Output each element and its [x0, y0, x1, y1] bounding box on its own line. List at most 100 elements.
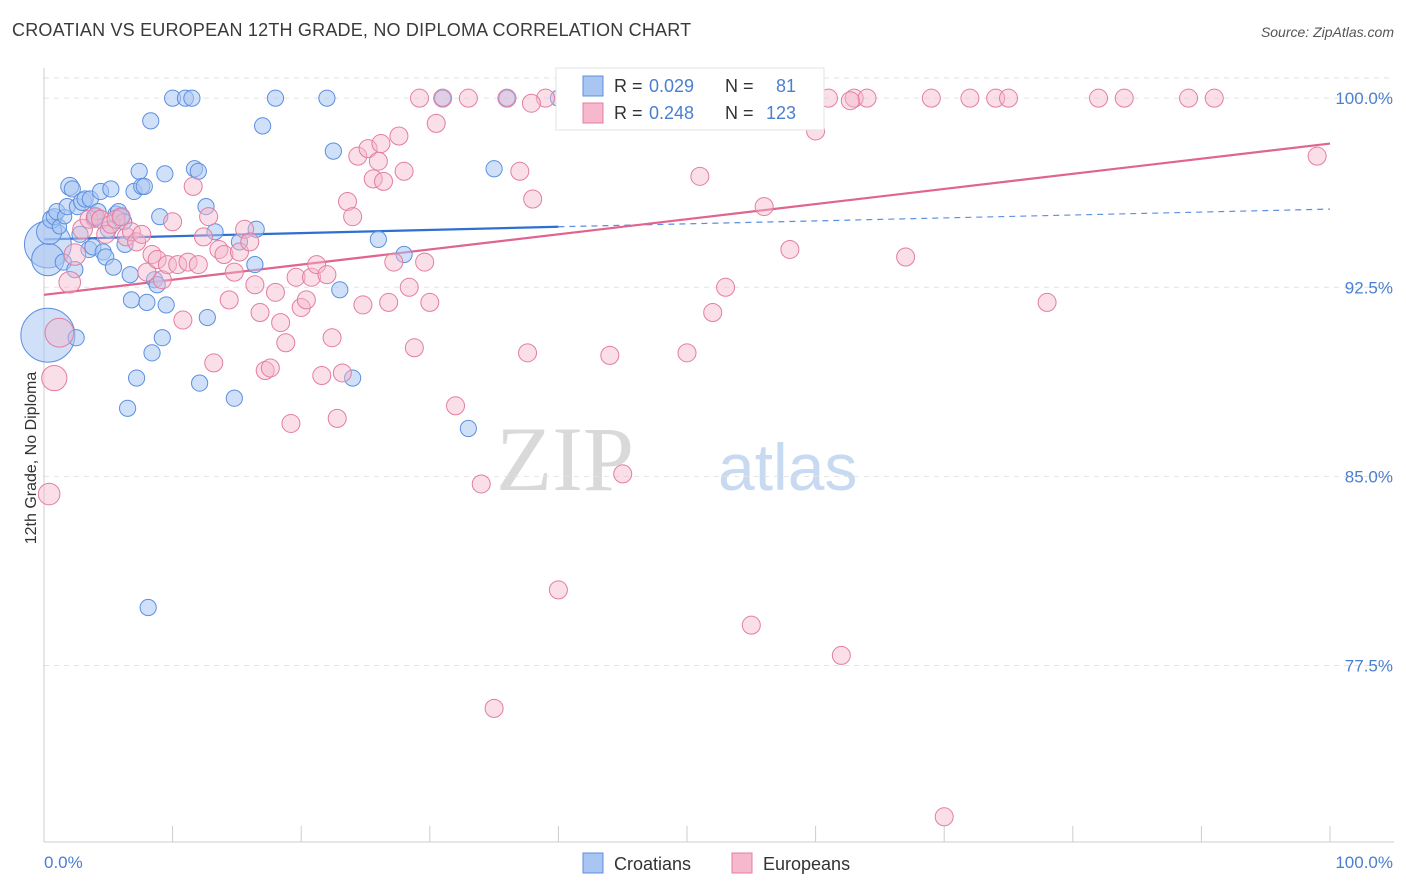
- croatians-point: [498, 89, 516, 107]
- europeans-point: [716, 277, 736, 297]
- europeans-point: [484, 698, 504, 718]
- europeans-point: [296, 290, 316, 310]
- europeans-point: [703, 302, 723, 322]
- europeans-point: [96, 224, 116, 244]
- europeans-point: [137, 262, 157, 282]
- croatians-point: [266, 89, 285, 107]
- y-tick-label: 85.0%: [1345, 467, 1393, 486]
- croatians-point: [138, 293, 156, 312]
- croatians-point: [183, 89, 201, 107]
- europeans-point: [260, 358, 280, 378]
- europeans-point: [271, 313, 291, 333]
- europeans-point: [510, 161, 530, 181]
- europeans-point: [471, 474, 491, 494]
- europeans-point: [379, 292, 399, 312]
- europeans-point: [214, 245, 234, 265]
- europeans-point: [353, 295, 373, 315]
- europeans-point: [245, 275, 265, 295]
- europeans-point: [831, 645, 851, 665]
- croatians-point: [206, 223, 224, 241]
- croatians-point: [331, 281, 349, 299]
- europeans-point: [1179, 88, 1199, 108]
- r-value: 0.248: [649, 103, 694, 123]
- r-value: 0.029: [649, 76, 694, 96]
- europeans-point: [286, 267, 306, 287]
- europeans-point: [521, 93, 541, 113]
- r-label: R =: [614, 76, 643, 96]
- europeans-point: [193, 227, 213, 247]
- europeans-point: [301, 267, 321, 287]
- europeans-point: [111, 207, 131, 227]
- europeans-point: [132, 224, 152, 244]
- europeans-point: [281, 413, 301, 433]
- croatians-point: [225, 389, 243, 407]
- europeans-point: [183, 176, 203, 196]
- r-label: R =: [614, 103, 643, 123]
- croatians-point: [156, 165, 174, 183]
- europeans-point: [857, 88, 877, 108]
- europeans-point: [332, 363, 352, 383]
- europeans-point: [446, 396, 466, 416]
- croatians-point: [459, 419, 477, 438]
- europeans-point: [404, 338, 424, 358]
- croatians-point: [143, 344, 161, 362]
- croatians-point: [135, 177, 153, 196]
- y-tick-label: 100.0%: [1335, 89, 1393, 108]
- legend-swatch-europeans: [731, 852, 753, 874]
- europeans-point: [921, 88, 941, 108]
- europeans-point: [343, 207, 363, 227]
- europeans-point: [420, 292, 440, 312]
- europeans-point: [147, 250, 167, 270]
- croatians-point: [395, 245, 413, 264]
- n-value: 123: [766, 103, 796, 123]
- europeans-point: [384, 252, 404, 272]
- europeans-point: [523, 189, 543, 209]
- europeans-point: [389, 126, 409, 146]
- stats-legend: R = 0.029 N = 81 R = 0.248 N = 123: [555, 67, 825, 131]
- europeans-point: [1089, 88, 1109, 108]
- europeans-point: [1204, 88, 1224, 108]
- n-value: 81: [776, 76, 796, 96]
- y-tick-label: 92.5%: [1345, 278, 1393, 297]
- europeans-point: [173, 310, 193, 330]
- croatians-point: [485, 160, 503, 178]
- europeans-point: [101, 214, 121, 234]
- croatians-point: [66, 261, 84, 279]
- europeans-point: [317, 265, 337, 285]
- europeans-point: [229, 242, 249, 262]
- europeans-point: [1307, 146, 1327, 166]
- europeans-point: [458, 88, 478, 108]
- europeans-point: [754, 197, 774, 217]
- europeans-point: [106, 209, 126, 229]
- europeans-point: [677, 343, 697, 363]
- europeans-point: [163, 212, 183, 232]
- legend-swatch-europeans: [582, 102, 604, 124]
- legend-swatch-croatians: [582, 75, 604, 97]
- europeans-point: [741, 615, 761, 635]
- europeans-point: [58, 270, 82, 294]
- europeans-point: [410, 88, 430, 108]
- croatians-point: [153, 329, 171, 347]
- europeans-point: [348, 146, 368, 166]
- europeans-point: [394, 161, 414, 181]
- europeans-point: [840, 91, 860, 111]
- europeans-point: [142, 245, 162, 265]
- europeans-point: [600, 345, 620, 365]
- europeans-point: [999, 88, 1018, 108]
- europeans-point: [518, 343, 538, 363]
- croatians-point: [191, 374, 209, 392]
- source-credit: Source: ZipAtlas.com: [1260, 24, 1394, 40]
- y-axis-label: 12th Grade, No Diploma: [23, 372, 40, 545]
- europeans-point: [374, 171, 394, 191]
- legend-label-croatians: Croatians: [614, 854, 691, 874]
- croatians-point: [63, 180, 81, 198]
- croatians-point: [127, 369, 146, 387]
- europeans-point: [548, 580, 568, 600]
- europeans-point: [399, 277, 419, 297]
- series-legend: Croatians Europeans: [582, 852, 850, 874]
- europeans-point: [116, 227, 136, 247]
- europeans-point: [896, 247, 916, 267]
- europeans-point: [72, 218, 93, 240]
- x-tick-label: 100.0%: [1335, 853, 1393, 872]
- croatians-trend-extension: [558, 208, 1331, 228]
